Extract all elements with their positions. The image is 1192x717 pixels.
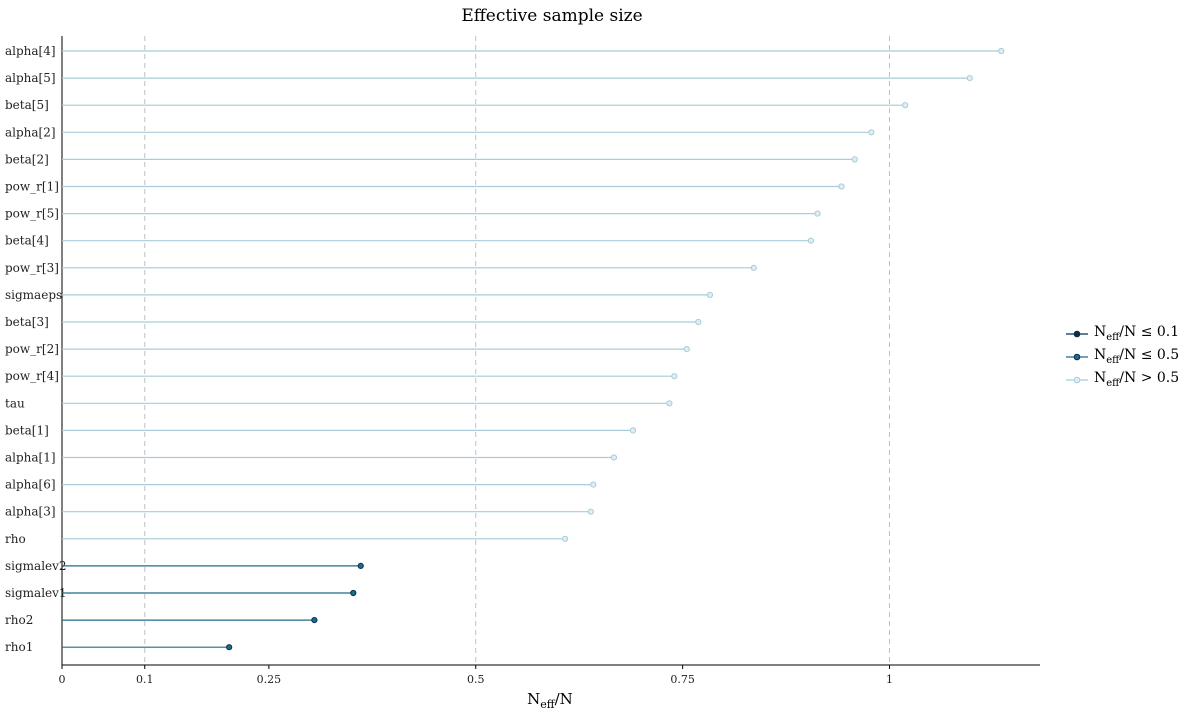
- category-label: pow_r[3]: [5, 261, 59, 275]
- lollipop-point: [357, 562, 364, 570]
- lollipop-point: [629, 427, 637, 434]
- category-label: alpha[2]: [5, 125, 56, 139]
- lollipop-point: [590, 481, 597, 488]
- category-label: beta[3]: [5, 315, 49, 329]
- category-label: alpha[4]: [5, 44, 56, 58]
- lollipop-point: [868, 129, 875, 136]
- x-axis-label-main: N: [527, 690, 541, 708]
- category-label: beta[2]: [5, 152, 49, 166]
- lollipop-point: [695, 318, 702, 326]
- category-label: pow_r[2]: [5, 342, 59, 356]
- category-label: pow_r[4]: [5, 369, 59, 383]
- lollipop-point: [706, 291, 714, 298]
- x-tick-label: 0: [59, 673, 66, 686]
- legend-swatch-dot: [1073, 376, 1081, 383]
- category-label: alpha[3]: [5, 505, 56, 519]
- category-label: sigmaeps: [5, 288, 62, 302]
- lollipop-point: [350, 589, 357, 597]
- lollipop-point: [587, 508, 594, 515]
- legend-swatch-mid: [1066, 353, 1088, 360]
- chart-title: Effective sample size: [461, 6, 643, 26]
- legend-swatch-low: [1066, 330, 1088, 337]
- category-label: alpha[6]: [5, 478, 56, 492]
- lollipop-point: [966, 75, 973, 82]
- x-tick-label: 0.75: [670, 673, 695, 686]
- category-label: alpha[1]: [5, 451, 56, 465]
- category-label: beta[1]: [5, 423, 49, 437]
- legend-item-high: Neff/N > 0.5: [1066, 368, 1179, 391]
- x-tick-label: 0.5: [467, 673, 485, 686]
- category-label: rho1: [5, 640, 33, 654]
- lollipop-point: [311, 617, 318, 624]
- category-label: beta[5]: [5, 98, 49, 112]
- x-tick-label: 1: [886, 673, 893, 686]
- x-axis-label-tail: /N: [554, 690, 573, 708]
- legend-item-low: Neff/N ≤ 0.1: [1066, 322, 1179, 345]
- legend-swatch-dot: [1073, 330, 1081, 337]
- lollipop-point: [814, 210, 821, 217]
- lollipop-point: [807, 237, 814, 244]
- legend-label-low: Neff/N ≤ 0.1: [1094, 324, 1180, 343]
- legend-label-high: Neff/N > 0.5: [1094, 370, 1180, 389]
- x-tick-label: 0.25: [257, 673, 282, 686]
- lollipop-point: [902, 102, 909, 109]
- legend-label-mid: Neff/N ≤ 0.5: [1094, 347, 1180, 366]
- legend-swatch-high: [1066, 376, 1088, 383]
- lollipop-point: [851, 156, 858, 163]
- legend-swatch-dot: [1073, 353, 1081, 360]
- lollipop-point: [666, 400, 673, 407]
- x-tick-label: 0.1: [136, 673, 154, 686]
- legend: Neff/N ≤ 0.1 Neff/N ≤ 0.5 Neff/N > 0.5: [1066, 322, 1179, 391]
- lollipop-point: [671, 373, 678, 380]
- category-label: rho: [5, 532, 26, 546]
- legend-item-mid: Neff/N ≤ 0.5: [1066, 345, 1179, 368]
- category-label: pow_r[5]: [5, 207, 59, 221]
- category-label: beta[4]: [5, 234, 49, 248]
- x-axis-label-sub: eff: [540, 698, 555, 711]
- x-axis-label: Neff/N: [500, 690, 600, 711]
- category-label: alpha[5]: [5, 71, 56, 85]
- category-label: sigmalev2: [5, 559, 67, 573]
- lollipop-point: [998, 47, 1005, 55]
- lollipop-point: [683, 346, 690, 353]
- lollipop-point: [750, 264, 757, 271]
- category-label: pow_r[1]: [5, 180, 59, 194]
- lollipop-point: [226, 644, 233, 651]
- category-label: rho2: [5, 613, 33, 627]
- category-label: sigmalev1: [5, 586, 67, 600]
- lollipop-point: [562, 535, 569, 542]
- lollipop-point: [838, 183, 845, 190]
- lollipop-point: [610, 454, 618, 461]
- category-label: tau: [5, 396, 25, 410]
